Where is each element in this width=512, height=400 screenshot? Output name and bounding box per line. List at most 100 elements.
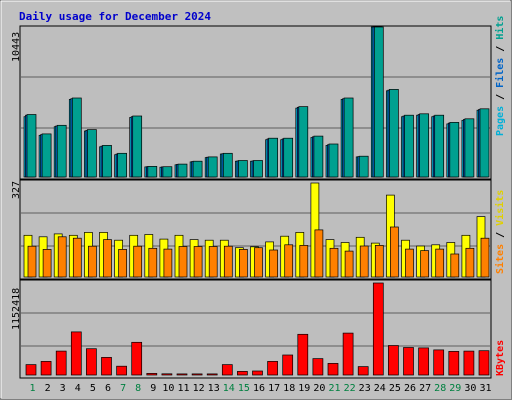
bar-sites-day-24 [374,245,384,278]
bar-kbytes-day-31 [478,350,490,376]
bar-sites-day-10 [163,248,173,278]
bar-kbytes-day-26 [403,347,414,376]
bar-kbytes-day-9 [146,373,158,376]
panel-2-bars [23,182,490,278]
x-tick-label: 28 [434,383,446,394]
x-tick-label: 19 [298,383,310,394]
x-tick-label: 11 [177,383,189,394]
bar-sites-day-17 [269,249,278,278]
bar-kbytes-day-25 [388,345,399,376]
bar-sites-day-2 [42,249,52,278]
bar-hits-day-3 [56,124,67,178]
bar-kbytes-day-22 [342,332,354,376]
x-tick-label: 20 [313,383,325,394]
bar-hits-day-17 [268,137,278,178]
bar-hits-day-9 [147,166,158,178]
bar-hits-day-6 [102,145,112,178]
bar-kbytes-day-3 [55,350,67,376]
x-tick-label: 27 [419,383,431,394]
bar-hits-day-30 [464,118,475,178]
bar-sites-day-28 [435,248,445,278]
x-tick-label: 21 [328,383,340,394]
bar-hits-day-7 [117,152,127,178]
bar-kbytes-day-5 [86,348,97,376]
bar-sites-day-1 [27,245,37,278]
bar-hits-day-10 [162,166,173,178]
bar-sites-day-25 [390,226,399,278]
series-label-hits: Hits [494,16,506,40]
series-label-separator: / [495,40,506,58]
x-tick-label: 4 [75,383,81,394]
bar-hits-day-15 [238,160,248,178]
bar-sites-day-31 [480,237,490,278]
x-tick-label: 10 [162,383,174,394]
panel-3-bars [25,282,490,376]
bar-sites-day-8 [133,245,143,278]
bar-kbytes-day-1 [25,364,37,376]
bar-hits-day-19 [298,106,309,178]
bar-kbytes-day-10 [161,373,173,376]
bar-hits-day-18 [283,137,294,178]
bar-kbytes-day-16 [252,370,263,376]
bar-kbytes-day-4 [70,331,82,376]
bar-hits-day-21 [328,143,339,178]
x-tick-label: 9 [150,383,156,394]
series-label-separator: / [495,88,506,106]
series-label-kbytes: KBytes [495,340,506,376]
bar-sites-day-29 [450,253,460,278]
bar-sites-day-27 [420,250,429,278]
bar-kbytes-day-7 [116,365,127,376]
bar-hits-day-8 [132,115,143,178]
bar-hits-day-29 [449,122,460,178]
x-tick-label: 13 [208,383,220,394]
series-labels-bottom: KBytes [495,340,506,376]
bar-hits-day-11 [177,163,188,178]
bar-kbytes-day-19 [297,333,309,376]
bar-sites-day-18 [284,244,294,278]
bar-sites-day-23 [359,245,369,278]
bar-hits-day-25 [389,89,399,178]
bar-sites-day-7 [118,249,127,278]
bar-hits-day-28 [434,114,445,178]
panel-3-ymax-label: 1152418 [11,288,22,330]
bar-sites-day-9 [148,247,158,278]
panel-1-bars [23,26,490,178]
x-tick-label: 7 [120,383,126,394]
x-tick-label: 22 [344,383,356,394]
panel-1-ymax-label: 10443 [11,32,22,62]
bar-kbytes-day-14 [221,364,233,376]
bar-sites-day-20 [314,229,324,278]
bar-hits-day-24 [373,26,384,178]
bar-sites-day-15 [239,249,248,278]
x-tick-label: 3 [60,383,66,394]
series-labels-middle: Sites / Visits [494,190,506,274]
bar-hits-day-4 [71,97,82,178]
bar-sites-day-14 [223,245,233,278]
bar-sites-day-13 [208,246,218,278]
x-tick-label: 8 [135,383,141,394]
bar-hits-day-14 [222,152,233,178]
bar-kbytes-day-23 [357,366,369,376]
series-label-sites: Sites [494,244,506,274]
panel-2-ymax-label: 327 [11,181,22,199]
bar-sites-day-16 [254,247,263,278]
bar-sites-day-4 [72,237,82,278]
bar-kbytes-day-8 [131,341,143,376]
x-tick-label: 29 [449,383,461,394]
bar-kbytes-day-30 [463,350,475,376]
series-labels-top: Pages / Files / Hits [494,16,506,136]
bar-hits-day-2 [41,133,52,178]
bar-hits-day-12 [192,160,203,178]
bar-hits-day-1 [26,114,37,178]
panel-hits-files-pages: 10443 [11,25,492,180]
series-label-separator: / [495,226,506,244]
bar-sites-day-12 [193,246,203,278]
x-tick-label: 2 [45,383,51,394]
x-axis-day-labels: 1 2 3 4 5 6 7 8 9 10 11 12 13 14 15 16 17 18 19 20 21 22 23 24 2… [29,383,491,394]
bar-hits-day-20 [313,135,324,178]
x-tick-label: 14 [223,383,235,394]
bar-hits-day-26 [404,114,414,178]
bar-kbytes-day-21 [327,363,339,376]
bar-kbytes-day-15 [237,371,248,376]
